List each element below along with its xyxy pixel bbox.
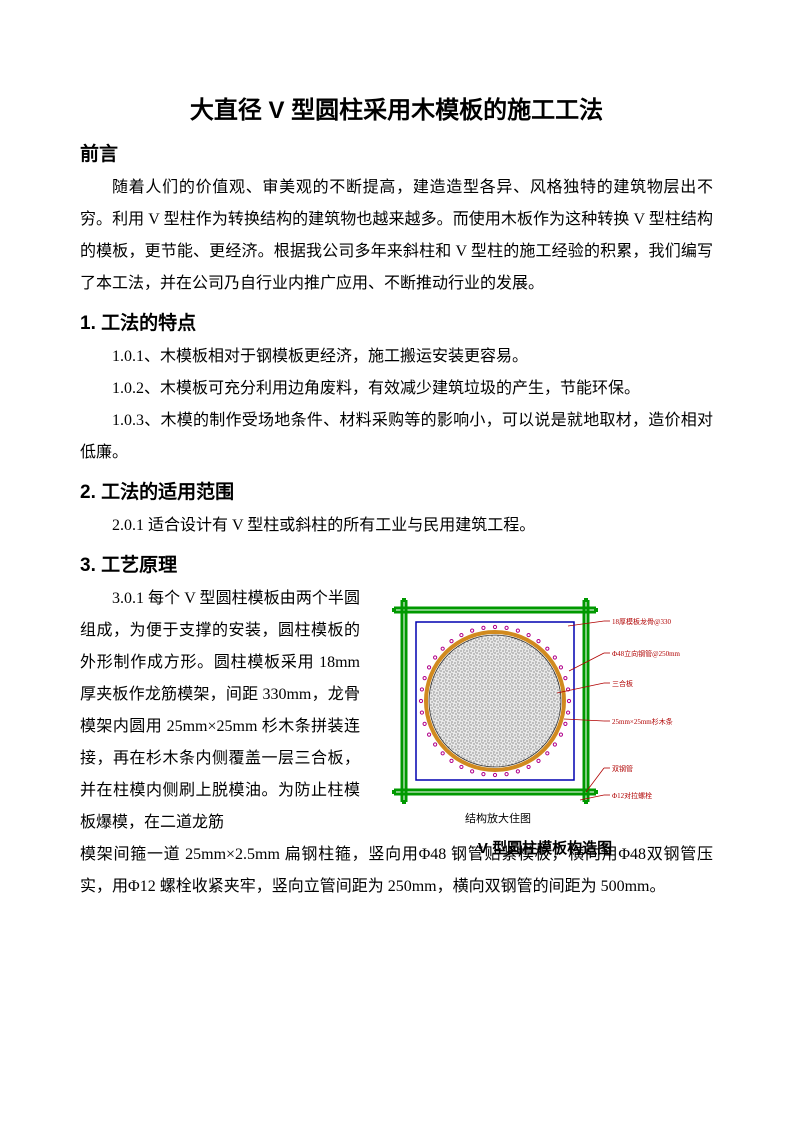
svg-text:25mm×25mm杉木条: 25mm×25mm杉木条 [612, 717, 673, 726]
svg-text:Φ12对拉螺栓: Φ12对拉螺栓 [612, 791, 652, 800]
svg-text:结构放大住图: 结构放大住图 [465, 811, 531, 825]
section1-item: 1.0.1、木模板相对于钢模板更经济，施工搬运安装更容易。 [80, 341, 713, 373]
svg-text:18厚模板龙骨@330: 18厚模板龙骨@330 [612, 617, 671, 626]
svg-text:Φ48立向钢管@250mm: Φ48立向钢管@250mm [612, 649, 681, 658]
section2-heading: 2. 工法的适用范围 [80, 477, 713, 504]
figure-caption: V 型圆柱模板构造图 [380, 837, 710, 858]
section1-item: 1.0.3、木模的制作受场地条件、材料采购等的影响小，可以说是就地取材，造价相对… [80, 405, 713, 469]
section3-left-text: 3.0.1 每个 V 型圆柱模板由两个半圆组成，为便于支撑的安装，圆柱模板的外形… [80, 583, 360, 839]
preface-body: 随着人们的价值观、审美观的不断提高，建造造型各异、风格独特的建筑物层出不穷。利用… [80, 172, 713, 300]
section3-heading: 3. 工艺原理 [80, 550, 713, 577]
section3-wrap: 3.0.1 每个 V 型圆柱模板由两个半圆组成，为便于支撑的安装，圆柱模板的外形… [80, 583, 713, 839]
section1-heading: 1. 工法的特点 [80, 308, 713, 335]
page-title: 大直径 V 型圆柱采用木模板的施工工法 [80, 90, 713, 125]
section1-item: 1.0.2、木模板可充分利用边角废料，有效减少建筑垃圾的产生，节能环保。 [80, 373, 713, 405]
svg-text:三合板: 三合板 [612, 679, 633, 688]
document-page: 大直径 V 型圆柱采用木模板的施工工法 前言 随着人们的价值观、审美观的不断提高… [0, 0, 793, 1122]
preface-heading: 前言 [80, 139, 713, 166]
section2-body: 2.0.1 适合设计有 V 型柱或斜柱的所有工业与民用建筑工程。 [80, 510, 713, 542]
svg-text:双钢管: 双钢管 [612, 764, 633, 773]
figure-block: 18厚模板龙骨@330 Φ48立向钢管@250mm 三合板 25mm×25mm杉木条双… [380, 583, 710, 858]
column-formwork-diagram: 18厚模板龙骨@330 Φ48立向钢管@250mm 三合板 25mm×25mm杉木条双… [385, 583, 705, 833]
